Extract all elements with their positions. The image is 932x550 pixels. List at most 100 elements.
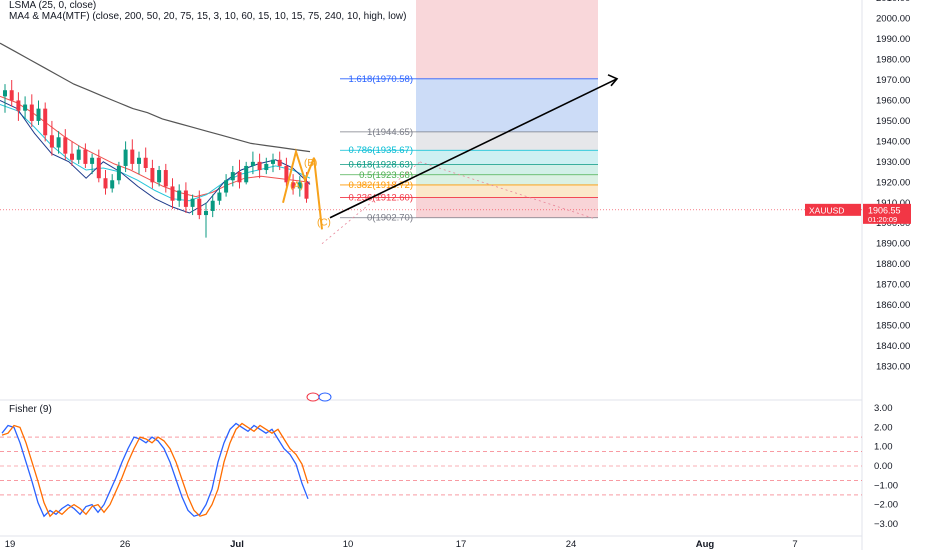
price-tick: 1930.00 bbox=[876, 157, 910, 168]
symbol-ticker: XAUUSD bbox=[809, 205, 844, 215]
candle-body bbox=[217, 192, 222, 201]
candle-body bbox=[230, 172, 235, 181]
time-tick: Aug bbox=[696, 539, 715, 550]
fib-label: 1(1944.65) bbox=[367, 127, 413, 138]
fisher-tick: −3.00 bbox=[874, 519, 898, 530]
time-tick: 7 bbox=[792, 539, 797, 550]
candle-body bbox=[284, 165, 289, 183]
fib-zone-0382-05 bbox=[416, 174, 598, 185]
candle-body bbox=[197, 198, 202, 216]
candle-body bbox=[3, 90, 7, 97]
fisher-tick: 3.00 bbox=[874, 403, 893, 414]
symbol-tag bbox=[805, 203, 861, 216]
fisher-series-fisher bbox=[1, 422, 309, 518]
candle-body bbox=[271, 159, 275, 164]
candle-body bbox=[76, 149, 81, 160]
candle-body bbox=[29, 104, 34, 121]
fib-zone-0786-1 bbox=[416, 131, 598, 151]
fib-zone-0-0236 bbox=[416, 197, 598, 218]
fib-label: 0.786(1935.67) bbox=[349, 145, 413, 156]
fisher-tick: −1.00 bbox=[874, 480, 898, 491]
candle-body bbox=[304, 182, 309, 199]
candle-body bbox=[170, 186, 175, 201]
candle-body bbox=[63, 137, 68, 154]
fib-zone-05-0618 bbox=[416, 164, 598, 175]
candle-body bbox=[204, 210, 208, 216]
legend-fisher[interactable]: Fisher (9) bbox=[9, 404, 52, 415]
candle-body bbox=[70, 153, 74, 160]
candle-body bbox=[9, 90, 14, 101]
last-price-value: 1906.55 bbox=[868, 205, 901, 215]
price-tick: 1890.00 bbox=[876, 239, 910, 250]
candle-body bbox=[250, 161, 255, 166]
candle-body bbox=[150, 167, 155, 183]
event-marker-icon bbox=[306, 392, 320, 402]
time-tick: 24 bbox=[566, 539, 577, 550]
time-tick: 26 bbox=[120, 539, 131, 550]
price-tick: 1920.00 bbox=[876, 177, 910, 188]
price-tick: 1860.00 bbox=[876, 300, 910, 311]
event-marker-icon bbox=[318, 392, 332, 402]
price-tick: 1960.00 bbox=[876, 95, 910, 106]
fib-label: 0.5(1923.68) bbox=[359, 170, 413, 181]
candle-body bbox=[36, 108, 41, 121]
price-tick: 1850.00 bbox=[876, 321, 910, 332]
fisher-tick: 0.00 bbox=[874, 461, 893, 472]
fib-label: 0.382(1918.72) bbox=[349, 180, 413, 191]
candle-body bbox=[43, 108, 48, 136]
price-tick: 1990.00 bbox=[876, 34, 910, 45]
wave-label-a: (A) bbox=[290, 180, 303, 191]
price-tick: 1950.00 bbox=[876, 116, 910, 127]
countdown-value: 01:20:09 bbox=[868, 215, 897, 224]
dotted-projection-down bbox=[419, 161, 597, 220]
candle-body bbox=[96, 157, 101, 179]
price-tick: 1870.00 bbox=[876, 280, 910, 291]
candle-body bbox=[291, 182, 296, 189]
candle-body bbox=[23, 104, 28, 111]
candle-body bbox=[210, 200, 215, 211]
fisher-tick: 2.00 bbox=[874, 422, 893, 433]
candle-body bbox=[123, 149, 128, 166]
candle-body bbox=[177, 190, 182, 201]
projection-arrow-head bbox=[607, 74, 619, 87]
time-tick: 17 bbox=[456, 539, 467, 550]
projection-arrow-line bbox=[329, 78, 618, 219]
candle-body bbox=[137, 157, 141, 164]
candle-body bbox=[163, 170, 168, 187]
last-price-badge bbox=[863, 203, 911, 224]
candle-body bbox=[56, 137, 61, 148]
price-tick: 2010.00 bbox=[876, 0, 910, 4]
time-tick: Jul bbox=[230, 539, 244, 550]
candle-body bbox=[244, 165, 249, 183]
candle-body bbox=[237, 172, 242, 183]
wave-label-b: (B) bbox=[304, 158, 317, 169]
fib-zone-1618-2618 bbox=[416, 0, 598, 79]
fisher-series-trigger bbox=[1, 422, 309, 518]
dotted-projection-up bbox=[321, 161, 421, 245]
candle-body bbox=[297, 182, 302, 189]
wave-label-c: (C) bbox=[317, 217, 331, 228]
legend-lsma[interactable]: LSMA (25, 0, close) bbox=[9, 0, 97, 11]
price-tick: 1880.00 bbox=[876, 259, 910, 270]
price-tick: 1840.00 bbox=[876, 341, 910, 352]
candle-body bbox=[116, 165, 121, 181]
candle-body bbox=[83, 149, 88, 164]
candle-body bbox=[143, 157, 148, 168]
candle-body bbox=[103, 178, 108, 189]
fib-label: 0.618(1928.63) bbox=[349, 160, 413, 171]
candle-body bbox=[257, 161, 262, 171]
price-tick: 1910.00 bbox=[876, 198, 910, 209]
time-tick: 19 bbox=[5, 539, 16, 550]
price-tick: 2000.00 bbox=[876, 14, 910, 25]
candle-body bbox=[183, 190, 188, 207]
legend-ma4[interactable]: MA4 & MA4(MTF) (close, 200, 50, 20, 75, … bbox=[9, 11, 407, 22]
fisher-tick: 1.00 bbox=[874, 442, 893, 453]
candle-body bbox=[224, 180, 229, 193]
fib-zone-1-1618 bbox=[416, 78, 598, 132]
price-tick: 1980.00 bbox=[876, 55, 910, 66]
candle-body bbox=[157, 170, 162, 183]
candle-body bbox=[110, 180, 115, 189]
fib-zone-0236-0382 bbox=[416, 184, 598, 198]
